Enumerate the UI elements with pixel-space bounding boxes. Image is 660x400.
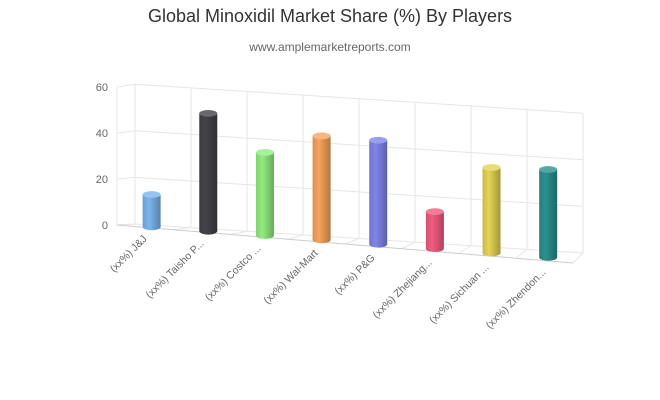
bar[interactable] [255,148,274,239]
chart-title: Global Minoxidil Market Share (%) By Pla… [147,6,513,26]
x-tick-label: (xx%) Costco ... [203,243,264,304]
grid-line [287,234,304,240]
bar-top [199,109,218,117]
x-tick-label: (xx%) Taisho P... [144,238,207,301]
bar-body [255,152,274,239]
bar-top [539,166,558,173]
bar-body [425,211,444,253]
x-axis: (xx%) J&J(xx%) Taisho P...(xx%) Costco .… [108,233,549,331]
bar-top [425,208,444,216]
bar-body [369,140,388,248]
bar-body [142,194,161,231]
x-axis-line [116,224,574,264]
grid-line [515,248,528,259]
y-tick-label: 20 [96,174,108,186]
bar[interactable] [369,136,388,248]
y-tick-label: 60 [96,82,108,94]
grid-line [572,252,584,264]
bar-body [312,135,331,244]
y-tick-label: 0 [102,220,108,232]
bar[interactable] [482,164,501,257]
y-axis: 0 20 40 60 [96,82,108,232]
grid-layer [116,83,584,264]
bar-body [482,167,501,257]
x-tick-label: (xx%) P&G [332,252,377,297]
grid-line [458,245,472,254]
grid-line [116,176,136,180]
bar[interactable] [539,166,558,261]
bar-top [482,164,501,171]
bar-top [142,191,161,198]
grid-line [116,130,136,134]
bar-top [312,132,331,140]
grid-line [173,227,192,231]
x-tick-label: (xx%) Zhejiang... [370,257,434,321]
grid-line [116,83,136,88]
x-tick-label: (xx%) Wal-Mart [261,247,320,306]
bar[interactable] [425,208,444,253]
grid-line [230,230,248,235]
bar-body [539,169,558,261]
bar-top [369,136,388,144]
x-tick-label: (xx%) J&J [108,233,150,275]
bar-body [199,113,218,235]
y-tick-label: 40 [96,128,108,140]
bar[interactable] [312,132,331,244]
chart-subtitle: www.amplemarketreports.com [249,40,411,54]
bar-top [255,148,274,156]
bar[interactable] [142,191,161,231]
bar[interactable] [199,109,218,235]
x-tick-label: (xx%) Sichuan ... [427,262,492,327]
bar-series [142,109,558,261]
x-tick-label: (xx%) Zhendon... [484,266,549,331]
grid-line [344,238,360,245]
grid-line [401,241,416,250]
